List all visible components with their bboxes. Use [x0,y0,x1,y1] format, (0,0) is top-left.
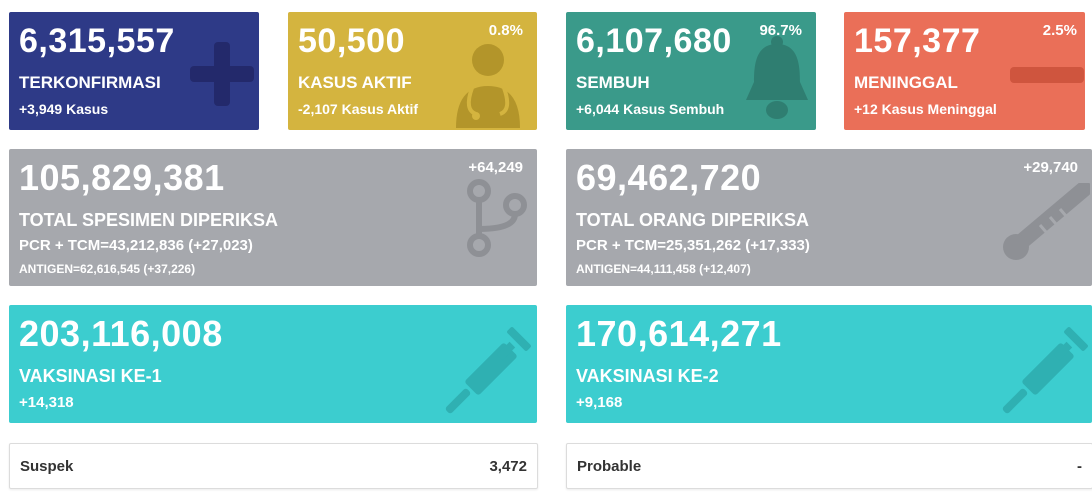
deaths-value: 157,377 [854,22,981,60]
specimens-pcr: PCR + TCM=43,212,836 (+27,023) [19,237,253,254]
deaths-card: 2.5% 157,377 MENINGGAL +12 Kasus Meningg… [844,12,1085,130]
probable-bar: Probable - [566,443,1092,489]
doctor-icon [456,44,520,128]
recovered-change: +6,044 Kasus Sembuh [576,101,725,117]
suspect-value: 3,472 [489,458,527,475]
active-label: KASUS AKTIF [298,73,412,92]
confirmed-label: TERKONFIRMASI [19,73,161,92]
confirmed-value: 6,315,557 [19,22,175,60]
vaccine2-card: 170,614,271 VAKSINASI KE-2 +9,168 [566,305,1092,423]
specimens-label: TOTAL SPESIMEN DIPERIKSA [19,210,279,230]
active-change: -2,107 Kasus Aktif [298,101,419,117]
people-label: TOTAL ORANG DIPERIKSA [576,210,810,230]
minus-icon [1010,67,1084,83]
syringe-icon [1002,327,1088,414]
suspect-bar: Suspek 3,472 [9,443,538,489]
people-card: +29,740 69,462,720 TOTAL ORANG DIPERIKSA… [566,149,1092,286]
active-percent: 0.8% [488,22,523,39]
vaccine1-label: VAKSINASI KE-1 [19,366,162,386]
people-change: +29,740 [1023,159,1078,176]
suspect-label: Suspek [20,458,74,475]
active-value: 50,500 [298,22,405,60]
recovered-label: SEMBUH [576,73,650,92]
vaccine2-value: 170,614,271 [576,313,782,354]
deaths-percent: 2.5% [1042,22,1077,39]
plus-icon [190,42,254,106]
vaccine1-value: 203,116,008 [19,313,223,354]
specimens-card: +64,249 105,829,381 TOTAL SPESIMEN DIPER… [9,149,537,286]
vaccine2-label: VAKSINASI KE-2 [576,366,719,386]
recovered-value: 6,107,680 [576,22,732,60]
syringe-icon [445,327,531,414]
vaccine1-change: +14,318 [19,394,74,411]
deaths-change: +12 Kasus Meninggal [854,101,997,117]
probable-value: - [1077,458,1082,475]
confirmed-card: 6,315,557 TERKONFIRMASI +3,949 Kasus [9,12,259,130]
vaccine2-change: +9,168 [576,394,623,411]
vaccine1-card: 203,116,008 VAKSINASI KE-1 +14,318 [9,305,537,423]
people-antigen: ANTIGEN=44,111,458 (+12,407) [576,262,751,276]
deaths-label: MENINGGAL [854,73,958,92]
confirmed-change: +3,949 Kasus [19,101,109,117]
people-pcr: PCR + TCM=25,351,262 (+17,333) [576,237,810,254]
bell-icon [746,36,808,119]
recovered-percent: 96.7% [759,22,802,39]
thermometer-icon [1003,183,1090,260]
specimens-antigen: ANTIGEN=62,616,545 (+37,226) [19,262,196,276]
recovered-card: 96.7% 6,107,680 SEMBUH +6,044 Kasus Semb… [566,12,816,130]
specimens-change: +64,249 [468,159,523,176]
stethoscope-icon [467,179,527,257]
people-value: 69,462,720 [576,157,762,198]
specimens-value: 105,829,381 [19,157,225,198]
probable-label: Probable [577,458,642,475]
active-card: 0.8% 50,500 KASUS AKTIF -2,107 Kasus Akt… [288,12,537,130]
